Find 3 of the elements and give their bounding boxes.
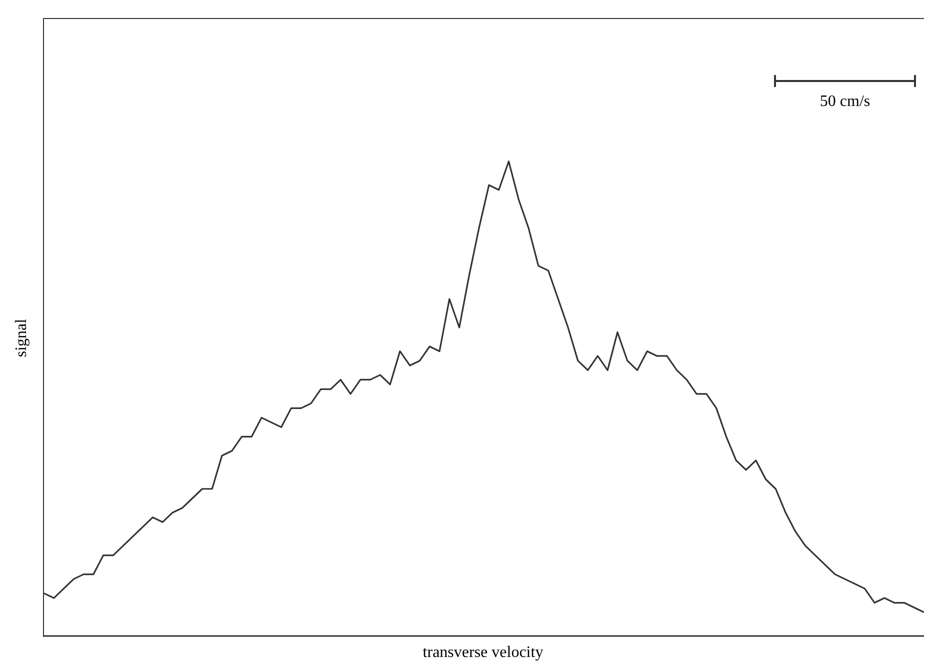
x-axis-title: transverse velocity <box>422 644 544 662</box>
text: 50 cm/s <box>818 93 872 111</box>
y-axis-title: signal <box>13 318 31 358</box>
